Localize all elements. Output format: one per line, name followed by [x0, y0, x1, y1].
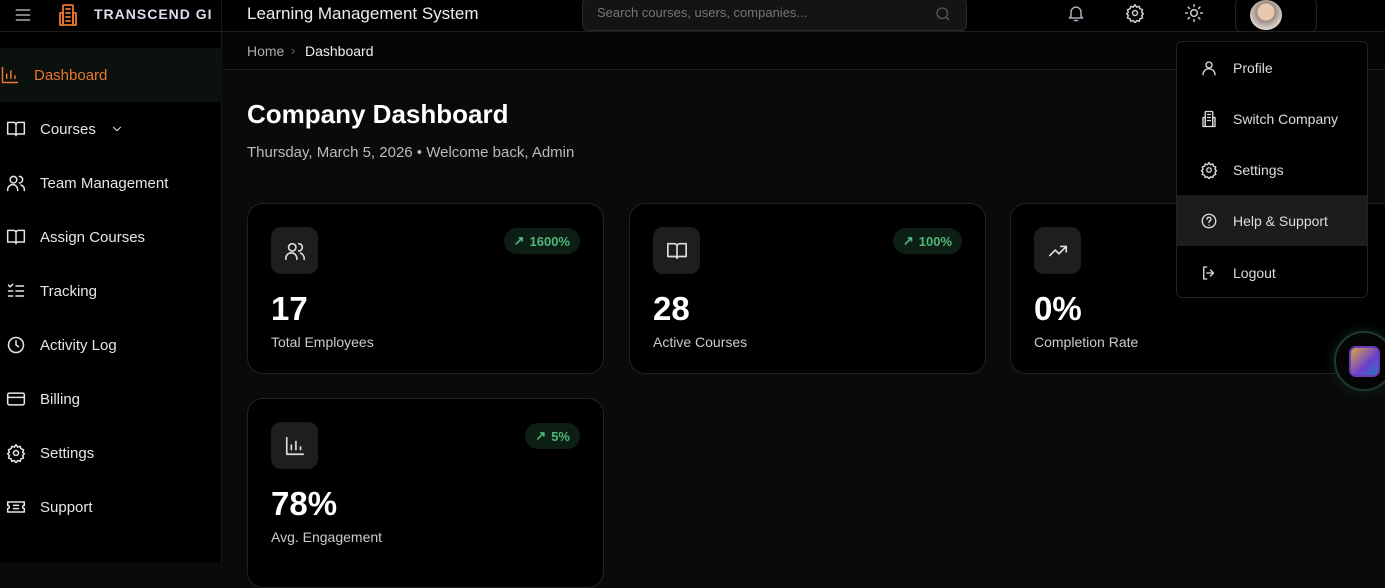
book-icon	[653, 227, 700, 274]
stat-card-total-employees: ↗ 1600% 17 Total Employees	[247, 203, 604, 374]
sidebar: Dashboard Courses Team Management Assign…	[0, 32, 222, 563]
menu-item-help-support[interactable]: Help & Support	[1177, 195, 1367, 246]
trend-badge: ↗ 1600%	[503, 228, 580, 254]
menu-item-label: Logout	[1233, 264, 1276, 281]
menu-item-profile[interactable]: Profile	[1177, 42, 1367, 93]
sidebar-item-activity-log[interactable]: Activity Log	[0, 318, 222, 372]
app-title: Learning Management System	[247, 4, 479, 23]
stat-card-avg-engagement: ↗ 5% 78% Avg. Engagement	[247, 398, 604, 588]
sidebar-item-tracking[interactable]: Tracking	[0, 264, 222, 318]
brand: TRANSCEND GI	[0, 0, 222, 32]
arrow-up-right-icon: ↗	[902, 233, 914, 248]
top-bar: TRANSCEND GI Learning Management System	[0, 0, 1385, 32]
trend-value: 100%	[918, 233, 952, 249]
stat-value: 17	[271, 290, 308, 327]
assistant-bubble-button[interactable]	[1334, 331, 1385, 391]
sidebar-item-settings[interactable]: Settings	[0, 426, 222, 480]
user-menu: Profile Switch Company Settings Help & S…	[1176, 41, 1368, 298]
breadcrumb-current: Dashboard	[305, 43, 374, 59]
search-input[interactable]	[597, 5, 917, 20]
stat-value: 78%	[271, 485, 338, 522]
sidebar-item-label: Billing	[40, 390, 81, 408]
sidebar-item-label: Courses	[40, 120, 96, 138]
assistant-avatar-icon	[1349, 346, 1380, 377]
trending-up-icon	[1034, 227, 1081, 274]
gear-icon[interactable]	[1125, 3, 1145, 28]
search-box[interactable]	[582, 0, 967, 31]
menu-item-logout[interactable]: Logout	[1177, 247, 1367, 298]
breadcrumb-home[interactable]: Home	[247, 43, 285, 59]
sun-icon[interactable]	[1184, 3, 1204, 28]
users-icon	[271, 227, 318, 274]
menu-item-switch-company[interactable]: Switch Company	[1177, 93, 1367, 144]
search-icon[interactable]	[934, 5, 952, 28]
stat-label: Active Courses	[653, 334, 748, 350]
sidebar-item-label: Tracking	[40, 282, 97, 300]
chevron-down-icon[interactable]	[110, 122, 124, 136]
sidebar-item-label: Activity Log	[40, 336, 117, 354]
trend-value: 1600%	[529, 233, 570, 249]
trend-badge: ↗ 100%	[892, 228, 962, 254]
sidebar-item-label: Settings	[40, 444, 95, 462]
breadcrumb-separator: ›	[291, 43, 296, 58]
menu-item-label: Help & Support	[1233, 212, 1328, 229]
bell-icon[interactable]	[1066, 3, 1086, 28]
sidebar-item-label: Support	[40, 498, 93, 516]
sidebar-item-dashboard[interactable]: Dashboard	[0, 48, 222, 102]
sidebar-item-label: Assign Courses	[40, 228, 146, 246]
trend-badge: ↗ 5%	[525, 423, 580, 449]
stat-value: 28	[653, 290, 690, 327]
menu-item-label: Profile	[1233, 59, 1273, 76]
avatar[interactable]	[1250, 0, 1282, 30]
stat-label: Completion Rate	[1034, 334, 1139, 350]
stat-card-active-courses: ↗ 100% 28 Active Courses	[629, 203, 986, 374]
sidebar-item-courses[interactable]: Courses	[0, 102, 222, 156]
arrow-up-right-icon: ↗	[513, 233, 525, 248]
menu-item-label: Switch Company	[1233, 110, 1339, 127]
avatar-button[interactable]	[1235, 0, 1317, 32]
stat-label: Total Employees	[271, 334, 374, 350]
arrow-up-right-icon: ↗	[535, 428, 547, 443]
page-subtitle: Thursday, March 5, 2026 • Welcome back, …	[247, 144, 575, 161]
page-title: Company Dashboard	[247, 99, 509, 129]
sidebar-item-billing[interactable]: Billing	[0, 372, 222, 426]
brand-name: TRANSCEND GI	[94, 6, 213, 22]
sidebar-item-label: Team Management	[40, 174, 169, 192]
bar-chart-icon	[271, 422, 318, 469]
stat-value: 0%	[1034, 290, 1082, 327]
menu-item-label: Settings	[1233, 161, 1284, 178]
logo-icon	[56, 2, 80, 33]
menu-icon[interactable]	[13, 5, 33, 30]
sidebar-item-team-management[interactable]: Team Management	[0, 156, 222, 210]
sidebar-item-assign-courses[interactable]: Assign Courses	[0, 210, 222, 264]
stat-label: Avg. Engagement	[271, 529, 383, 545]
sidebar-item-support[interactable]: Support	[0, 480, 222, 534]
menu-item-settings[interactable]: Settings	[1177, 144, 1367, 195]
trend-value: 5%	[551, 428, 570, 444]
sidebar-item-label: Dashboard	[34, 66, 108, 84]
